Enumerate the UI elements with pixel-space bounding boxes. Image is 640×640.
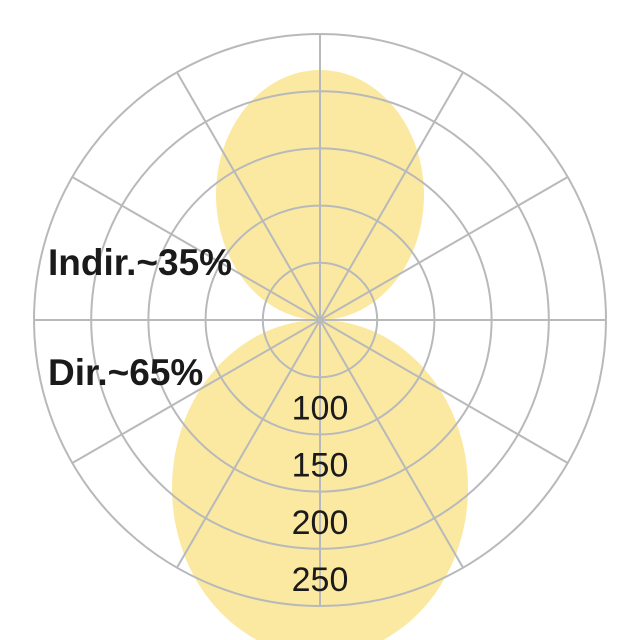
ring-label: 200 [292, 504, 349, 542]
ring-label: 100 [292, 389, 349, 427]
direct-label: Dir.~65% [48, 352, 203, 393]
polar-light-chart: 100 150 200 250 Indir.~35% Dir.~65% [0, 0, 640, 640]
ring-label: 250 [292, 561, 349, 599]
ring-label: 150 [292, 447, 349, 485]
indirect-label: Indir.~35% [48, 242, 232, 283]
